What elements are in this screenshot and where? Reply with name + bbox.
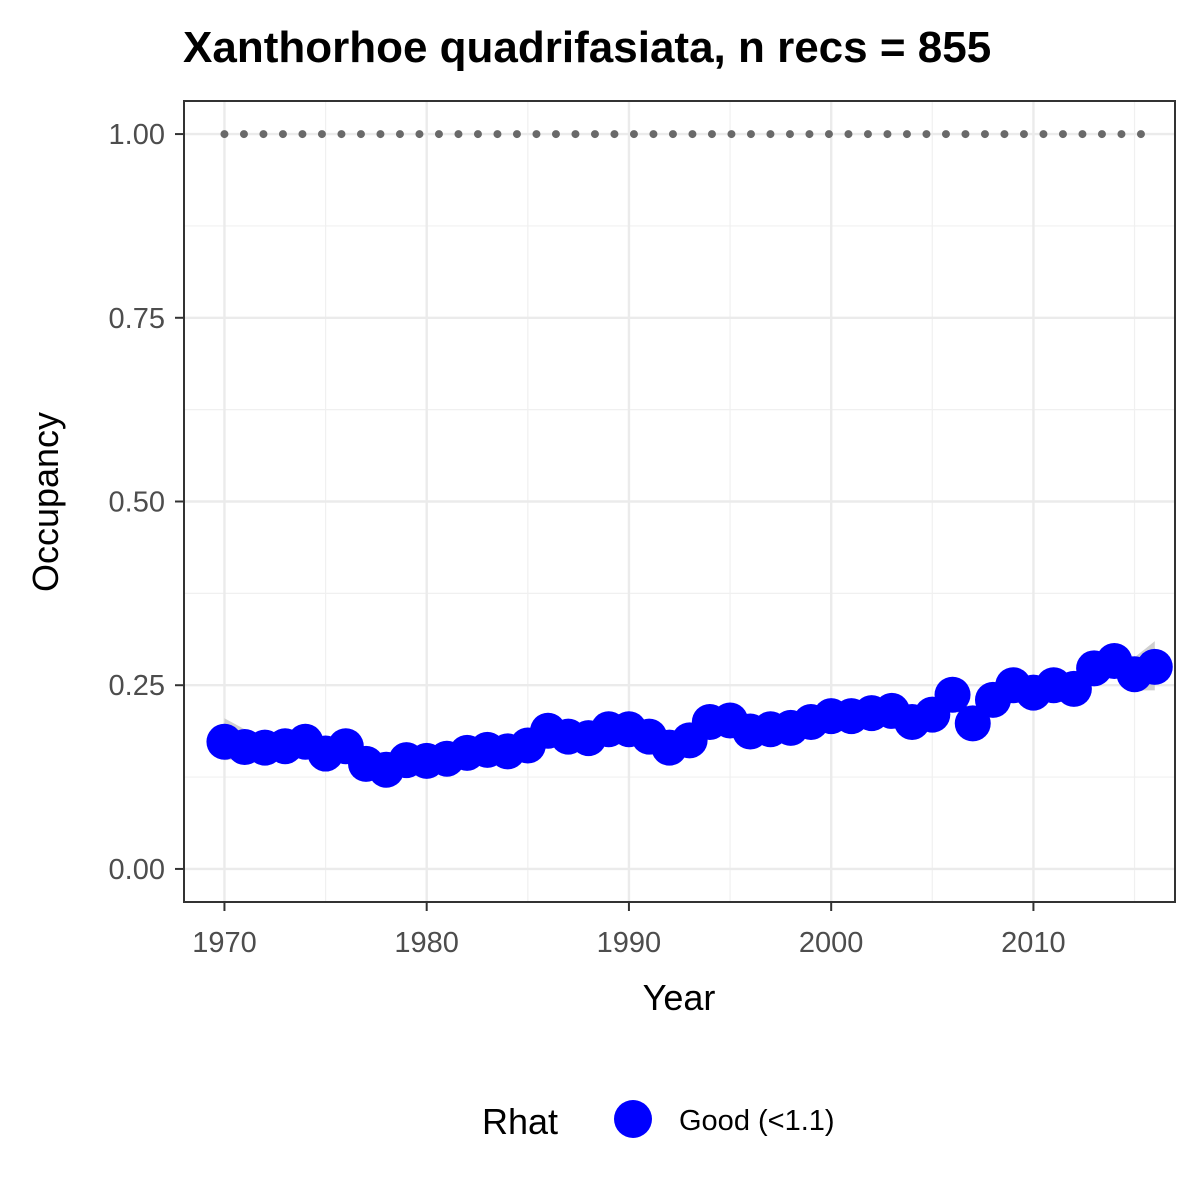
data-point <box>934 676 971 713</box>
x-tick-label: 2000 <box>799 927 864 959</box>
x-tick-label: 1980 <box>394 927 459 959</box>
x-tick-label: 2010 <box>1001 927 1066 959</box>
y-tick-label: 0.00 <box>109 854 165 886</box>
y-tick-label: 1.00 <box>109 119 165 151</box>
y-tick-label: 0.50 <box>109 487 165 519</box>
y-axis: 0.00 0.25 0.50 0.75 1.00 <box>109 119 184 886</box>
legend: Rhat Good (<1.1) <box>482 1100 835 1142</box>
legend-title: Rhat <box>482 1101 558 1142</box>
x-axis-title: Year <box>643 977 716 1018</box>
y-axis-title: Occupancy <box>25 412 66 592</box>
data-point <box>1136 648 1173 685</box>
occupancy-series <box>206 642 1173 788</box>
x-tick-label: 1970 <box>192 927 257 959</box>
y-tick-label: 0.25 <box>109 670 165 702</box>
y-tick-label: 0.75 <box>109 303 165 335</box>
x-axis: 1970 1980 1990 2000 2010 <box>192 902 1066 959</box>
legend-key-good <box>614 1100 652 1138</box>
x-tick-label: 1990 <box>597 927 662 959</box>
chart-title: Xanthorhoe quadrifasiata, n recs = 855 <box>183 23 991 72</box>
legend-label-good: Good (<1.1) <box>679 1105 835 1137</box>
data-point <box>954 705 991 742</box>
